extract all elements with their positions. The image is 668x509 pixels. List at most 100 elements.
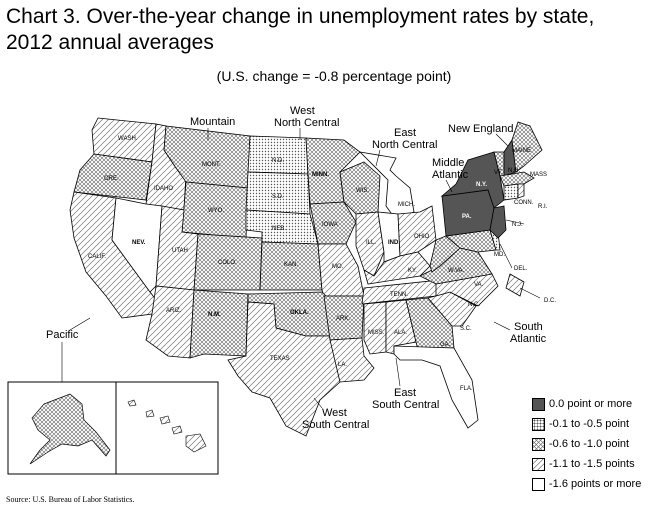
state-michigan xyxy=(358,151,415,221)
region-pacific: Pacific xyxy=(46,329,79,341)
legend-label: -0.6 to -1.0 point xyxy=(549,438,630,450)
label-ri: R.I. xyxy=(538,204,548,210)
state-labels: WASH. ORE. CALIF. IDAHO NEV. MONT. WYO. … xyxy=(74,136,556,468)
region-esc-1: East xyxy=(394,387,416,399)
label-ariz: ARIZ. xyxy=(166,308,182,314)
region-wsc-2: South Central xyxy=(302,419,369,431)
state-maine xyxy=(511,121,543,173)
label-calif: CALIF. xyxy=(88,254,106,260)
title-line-1: Chart 3. Over-the-year change in unemplo… xyxy=(6,5,595,28)
state-oregon xyxy=(73,153,153,201)
label-neb: NEB. xyxy=(272,226,286,232)
label-dc: D.C. xyxy=(544,298,556,304)
label-mich: MICH. xyxy=(398,202,415,208)
region-mid-atl-1: Middle xyxy=(432,157,464,169)
state-dc xyxy=(505,273,525,297)
label-wyo: WYO. xyxy=(208,208,224,214)
region-wnc-1: West xyxy=(290,105,315,117)
label-sc: S.C. xyxy=(460,326,472,332)
region-sa-1: South xyxy=(514,321,543,333)
label-ga: GA. xyxy=(440,342,451,348)
legend-label: -0.1 to -0.5 point xyxy=(549,418,630,430)
state-connecticut xyxy=(503,183,519,201)
legend-item: -0.6 to -1.0 point xyxy=(532,434,641,454)
label-kan: KAN. xyxy=(284,262,298,268)
label-va: VA. xyxy=(474,282,484,288)
region-sa-2: Atlantic xyxy=(510,333,547,345)
label-pa: PA. xyxy=(462,214,472,220)
state-alaska xyxy=(29,393,111,465)
label-ark: ARK. xyxy=(336,316,350,322)
legend-swatch-solid xyxy=(532,397,545,411)
label-mass: MASS xyxy=(530,172,547,178)
label-ohio: OHIO xyxy=(414,234,430,240)
states-layer xyxy=(69,117,543,437)
label-ky: KY. xyxy=(408,268,417,274)
label-conn: CONN. xyxy=(514,200,534,206)
state-pennsylvania xyxy=(441,189,495,237)
state-mississippi xyxy=(363,301,387,355)
region-mid-atl-2: Atlantic xyxy=(432,169,469,181)
state-florida xyxy=(393,345,479,429)
legend-label: 0.0 point or more xyxy=(549,398,633,410)
label-ind: IND. xyxy=(388,240,400,246)
state-texas xyxy=(227,301,341,437)
us-change-subtitle: (U.S. change = -0.8 percentage point) xyxy=(216,68,452,84)
legend-item: -1.1 to -1.5 points xyxy=(532,454,641,474)
source-note: Source: U.S. Bureau of Labor Statistics. xyxy=(6,495,135,504)
state-missouri xyxy=(317,243,365,297)
label-wis: WIS. xyxy=(356,188,369,194)
label-utah: UTAH xyxy=(172,248,188,254)
label-wva: W.VA. xyxy=(448,268,465,274)
region-new-england: New England xyxy=(448,123,513,135)
legend: 0.0 point or more -0.1 to -0.5 point -0.… xyxy=(532,394,641,494)
region-wnc-2: North Central xyxy=(274,117,339,129)
chart-title: Chart 3. Over-the-year change in unemplo… xyxy=(6,4,666,56)
region-enc-1: East xyxy=(394,127,416,139)
label-texas: TEXAS xyxy=(270,356,290,362)
label-ala: ALA. xyxy=(394,330,407,336)
state-kentucky xyxy=(363,251,431,285)
label-nj: N.J. xyxy=(512,222,523,228)
state-hawaii-islands xyxy=(127,399,207,453)
region-mountain: Mountain xyxy=(190,116,235,128)
label-nh: N.H. xyxy=(508,168,520,174)
label-ill: ILL. xyxy=(366,240,376,246)
legend-item: -1.6 points or more xyxy=(532,474,641,494)
state-massachusetts xyxy=(499,171,535,187)
label-miss: MISS. xyxy=(368,330,385,336)
legend-item: 0.0 point or more xyxy=(532,394,641,414)
state-ohio xyxy=(397,205,437,257)
legend-item: -0.1 to -0.5 point xyxy=(532,414,641,434)
legend-label: -1.1 to -1.5 points xyxy=(549,458,635,470)
label-sd: S.D. xyxy=(272,194,284,200)
state-north-dakota xyxy=(247,135,309,175)
label-nd: N.D. xyxy=(272,158,284,164)
label-idaho: IDAHO xyxy=(154,186,173,192)
legend-label: -1.6 points or more xyxy=(549,478,642,490)
us-map: WASH. ORE. CALIF. IDAHO NEV. MONT. WYO. … xyxy=(7,105,556,475)
title-line-2: 2012 annual averages xyxy=(6,31,214,54)
label-md: MD. xyxy=(494,252,505,258)
legend-swatch-white xyxy=(532,477,545,491)
state-louisiana xyxy=(329,337,375,383)
label-nev: NEV. xyxy=(132,240,146,246)
label-mo: MO. xyxy=(332,264,344,270)
label-mont: MONT. xyxy=(202,162,221,168)
label-minn: MINN. xyxy=(312,172,329,178)
label-colo: COLO. xyxy=(218,260,237,266)
region-enc-2: North Central xyxy=(372,139,437,151)
label-maine: MAINE xyxy=(512,148,531,154)
legend-swatch-diagonal xyxy=(532,457,545,471)
label-okla: OKLA. xyxy=(290,310,309,316)
label-del: DEL. xyxy=(514,266,528,272)
state-south-dakota xyxy=(245,171,311,215)
legend-swatch-crosshatch xyxy=(532,437,545,451)
state-rhode-island xyxy=(517,183,525,199)
region-esc-2: South Central xyxy=(372,399,439,411)
region-labels: Mountain West North Central East North C… xyxy=(46,105,547,431)
legend-swatch-dots xyxy=(532,417,545,431)
region-wsc-1: West xyxy=(322,407,347,419)
label-nc: N.C. xyxy=(468,302,480,308)
label-fla: FLA. xyxy=(460,386,473,392)
